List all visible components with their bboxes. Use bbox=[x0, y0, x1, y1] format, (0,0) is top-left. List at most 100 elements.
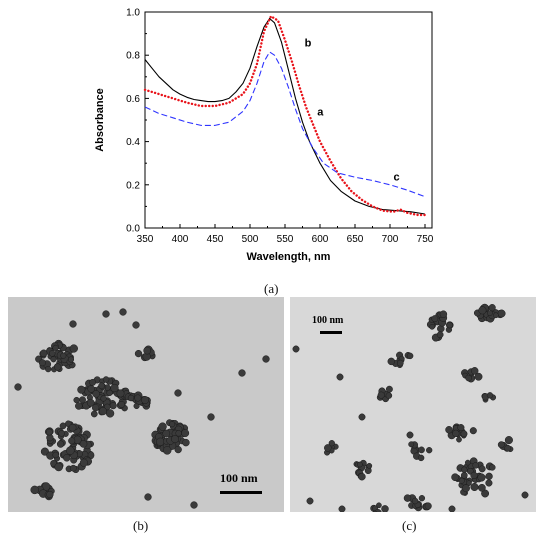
nanoparticle bbox=[478, 483, 486, 492]
x-tick-label: 500 bbox=[242, 234, 259, 245]
nanoparticle bbox=[59, 422, 67, 430]
nanoparticle bbox=[377, 391, 385, 399]
nanoparticle-field-c bbox=[292, 303, 529, 512]
nanoparticle bbox=[39, 349, 48, 358]
x-tick-label: 600 bbox=[312, 234, 329, 245]
plot-frame bbox=[144, 11, 433, 229]
nanoparticle bbox=[91, 404, 100, 412]
nanoparticle bbox=[174, 445, 182, 454]
nanoparticle bbox=[144, 493, 152, 501]
nanoparticle bbox=[48, 350, 56, 357]
nanoparticle bbox=[143, 346, 152, 355]
nanoparticle bbox=[488, 304, 496, 312]
nanoparticle bbox=[521, 491, 529, 499]
nanoparticle bbox=[116, 389, 125, 398]
series-label-a: a bbox=[317, 107, 324, 119]
x-tick-label: 700 bbox=[382, 234, 399, 245]
nanoparticle bbox=[446, 321, 453, 329]
nanoparticle bbox=[54, 363, 62, 371]
series-line-a bbox=[144, 17, 426, 215]
nanoparticle bbox=[102, 310, 110, 318]
nanoparticle bbox=[69, 344, 78, 353]
nanoparticle bbox=[478, 465, 486, 473]
y-tick-label: 0.6 bbox=[126, 94, 140, 105]
nanoparticle bbox=[67, 356, 75, 363]
nanoparticle bbox=[56, 440, 65, 448]
nanoparticle bbox=[79, 440, 88, 448]
y-tick-label: 0.2 bbox=[126, 180, 140, 191]
nanoparticle bbox=[396, 359, 404, 367]
nanoparticle bbox=[387, 357, 396, 366]
x-tick-label: 400 bbox=[172, 234, 189, 245]
nanoparticle bbox=[357, 461, 363, 468]
absorbance-spectrum-chart: 350 400 450 500 550 600 650 700 750 0.0 0.2 0.4 0.6 0… bbox=[94, 8, 434, 264]
nanoparticle bbox=[207, 413, 215, 421]
nanoparticle bbox=[169, 421, 176, 428]
scale-bar-label: 100 nm bbox=[220, 471, 258, 485]
nanoparticle bbox=[106, 389, 113, 397]
series-line-c bbox=[144, 51, 426, 198]
nanoparticle bbox=[262, 355, 270, 363]
nanoparticle bbox=[100, 395, 107, 402]
nanoparticle bbox=[452, 429, 460, 438]
y-axis-label: Absorbance bbox=[94, 88, 106, 152]
x-tick-label: 650 bbox=[347, 234, 364, 245]
y-tick-label: 0.8 bbox=[126, 51, 140, 62]
nanoparticle bbox=[46, 490, 54, 499]
nanoparticle bbox=[436, 331, 444, 339]
nanoparticle bbox=[461, 466, 468, 473]
scale-bar-label: 100 nm bbox=[312, 315, 344, 326]
nanoparticle bbox=[462, 484, 470, 493]
nanoparticle bbox=[134, 349, 143, 358]
nanoparticle bbox=[68, 437, 76, 445]
nanoparticle bbox=[162, 429, 171, 438]
nanoparticle bbox=[54, 462, 63, 472]
nanoparticle bbox=[457, 424, 465, 432]
nanoparticle bbox=[485, 479, 493, 487]
nanoparticle bbox=[336, 373, 344, 381]
nanoparticle bbox=[403, 494, 412, 502]
nanoparticle bbox=[472, 462, 479, 469]
nanoparticle bbox=[497, 309, 506, 318]
nanoparticle bbox=[92, 390, 100, 398]
nanoparticle bbox=[141, 396, 150, 404]
panel-label-c: (c) bbox=[402, 518, 417, 533]
x-tick-label: 550 bbox=[277, 234, 294, 245]
nanoparticle bbox=[98, 407, 107, 416]
nanoparticle bbox=[489, 464, 496, 471]
y-tick-label: 0.0 bbox=[126, 224, 140, 235]
nanoparticle bbox=[79, 458, 88, 467]
nanoparticle bbox=[426, 447, 433, 454]
series-label-c: c bbox=[394, 171, 400, 183]
nanoparticle bbox=[456, 436, 462, 443]
nanoparticle bbox=[470, 471, 478, 480]
tem-micrograph-c: 100 nm bbox=[290, 297, 536, 512]
nanoparticle bbox=[324, 444, 332, 452]
nanoparticle bbox=[68, 423, 77, 432]
nanoparticle bbox=[86, 398, 95, 407]
nanoparticle bbox=[190, 501, 198, 509]
series-line-b bbox=[143, 15, 427, 217]
nanoparticle bbox=[118, 400, 126, 408]
nanoparticle bbox=[89, 378, 97, 386]
nanoparticle bbox=[411, 497, 419, 505]
nanoparticle bbox=[424, 502, 432, 510]
nanoparticle bbox=[385, 392, 393, 399]
nanoparticle bbox=[77, 385, 86, 394]
nanoparticle bbox=[174, 389, 182, 397]
nanoparticle bbox=[40, 447, 49, 456]
nanoparticle bbox=[175, 430, 182, 437]
nanoparticle bbox=[451, 473, 459, 482]
panel-label-a: (a) bbox=[264, 281, 279, 296]
nanoparticle bbox=[418, 495, 426, 502]
nanoparticle bbox=[469, 427, 477, 435]
nanoparticle bbox=[102, 376, 110, 383]
y-tick-label: 0.4 bbox=[126, 137, 140, 148]
nanoparticle bbox=[75, 402, 83, 410]
nanoparticle bbox=[478, 306, 487, 315]
nanoparticle bbox=[418, 446, 425, 454]
nanoparticle bbox=[406, 431, 414, 439]
nanoparticle bbox=[376, 502, 382, 509]
nanoparticle bbox=[504, 444, 512, 452]
